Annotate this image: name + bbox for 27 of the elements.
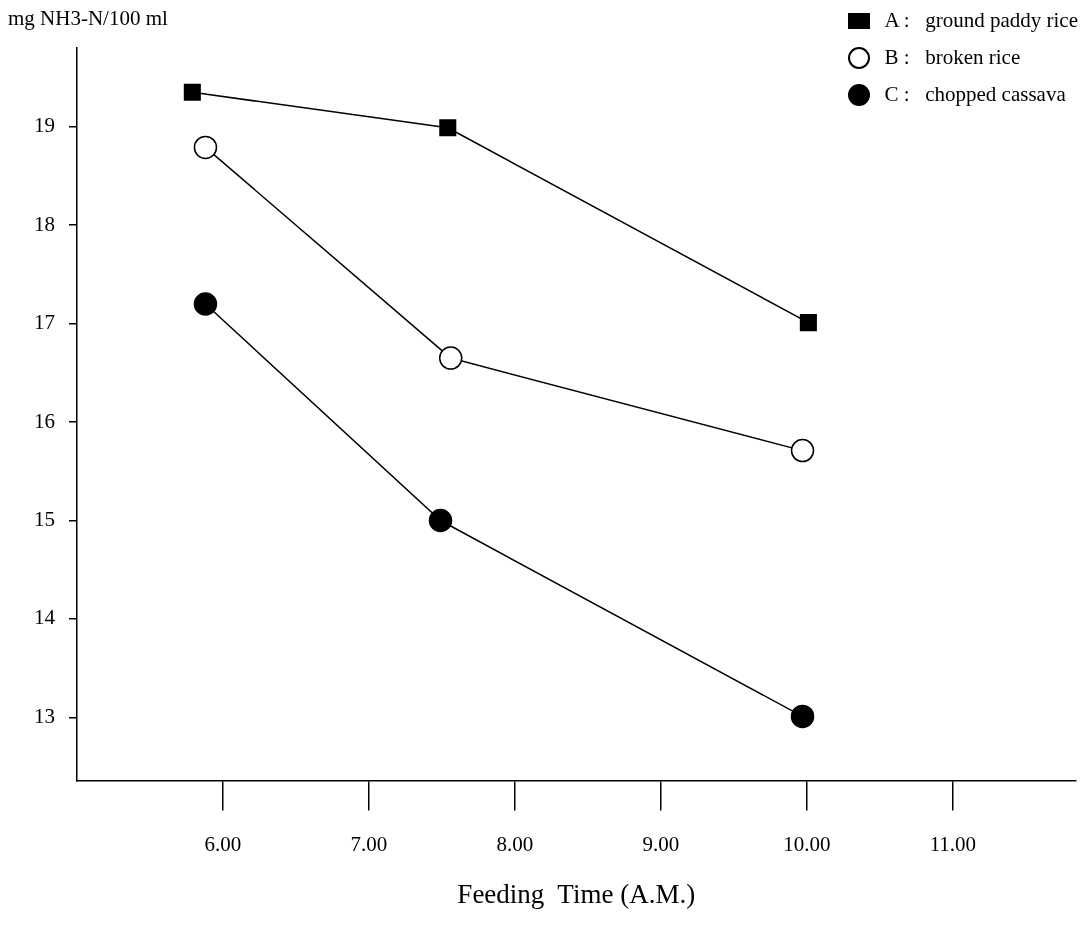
x-tick-label: 6.00 xyxy=(204,831,242,856)
point xyxy=(438,346,463,370)
point xyxy=(428,508,453,533)
x-axis-title: Feeding Time (A.M.) xyxy=(457,878,696,909)
point xyxy=(790,438,815,463)
x-tick-label: 7.00 xyxy=(350,831,388,856)
y-tick-label: 16 xyxy=(34,408,55,433)
y-tick-label: 15 xyxy=(34,507,55,532)
x-tick-label: 9.00 xyxy=(642,831,680,856)
y-tick-label: 13 xyxy=(34,703,55,728)
y-tick-label: 14 xyxy=(34,605,56,630)
legend-label: A : ground paddy rice xyxy=(884,8,1078,33)
point xyxy=(193,135,218,160)
legend-label: C : chopped cassava xyxy=(884,82,1066,107)
legend-label: B : broken rice xyxy=(884,45,1021,70)
point xyxy=(183,83,201,101)
y-tick-label: 18 xyxy=(34,211,55,236)
y-tick-label: 19 xyxy=(34,113,55,138)
x-tick-label: 8.00 xyxy=(496,831,534,856)
point xyxy=(799,314,817,332)
point xyxy=(439,119,457,137)
y-tick-label: 17 xyxy=(34,310,55,335)
x-tick-label: 11.00 xyxy=(929,831,977,856)
x-tick-label: 10.00 xyxy=(783,831,831,856)
point xyxy=(193,292,218,316)
y-axis-title: mg NH3-N/100 ml xyxy=(8,6,168,31)
point xyxy=(790,704,815,729)
